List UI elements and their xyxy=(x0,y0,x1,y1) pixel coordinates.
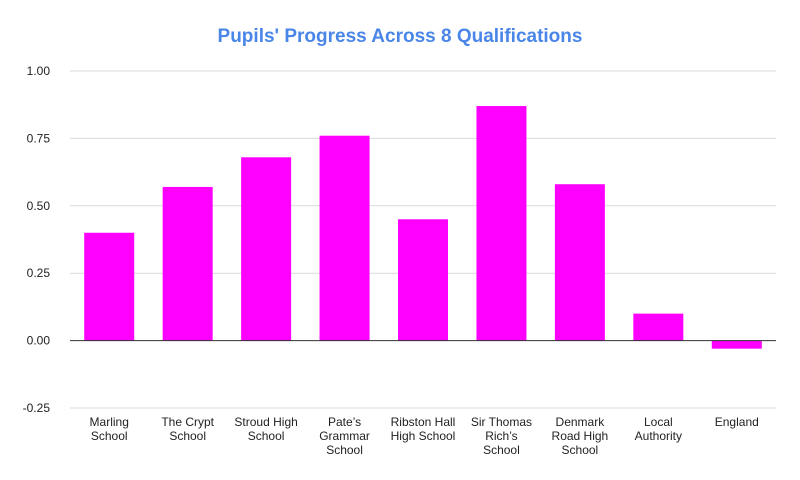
bar xyxy=(241,157,292,341)
bar xyxy=(711,340,762,349)
y-tick-label: 0.50 xyxy=(27,199,51,213)
y-tick-label: 0.00 xyxy=(27,334,51,348)
x-category-label: Sir Thomas Rich’s School xyxy=(471,415,532,457)
y-tick-label: 0.75 xyxy=(27,131,51,145)
bar xyxy=(84,232,135,341)
x-category-label: Ribston Hall High School xyxy=(391,415,456,443)
bar xyxy=(162,186,213,341)
bar xyxy=(633,313,684,341)
x-category-label: The Crypt School xyxy=(161,415,214,443)
y-tick-label: 0.25 xyxy=(27,266,51,280)
x-category-label: England xyxy=(715,415,759,429)
x-category-label: Pate’s Grammar School xyxy=(319,415,370,457)
x-category-label: Marling School xyxy=(90,415,129,443)
bar xyxy=(398,219,448,341)
labels: 1.00 0.75 0.50 0.25 0.00 -0.25 Marling School Th… xyxy=(23,64,759,457)
bar xyxy=(554,184,605,341)
y-tick-label: 1.00 xyxy=(27,64,51,78)
chart-title: Pupils' Progress Across 8 Qualifications xyxy=(218,26,583,47)
bars xyxy=(84,106,762,349)
x-category-label: Denmark Road High School xyxy=(552,415,609,457)
bar xyxy=(319,135,370,341)
y-tick-label: -0.25 xyxy=(23,401,51,415)
bar xyxy=(476,106,527,341)
x-category-label: Stroud High School xyxy=(234,415,297,443)
x-category-label: Local Authority xyxy=(635,415,682,443)
